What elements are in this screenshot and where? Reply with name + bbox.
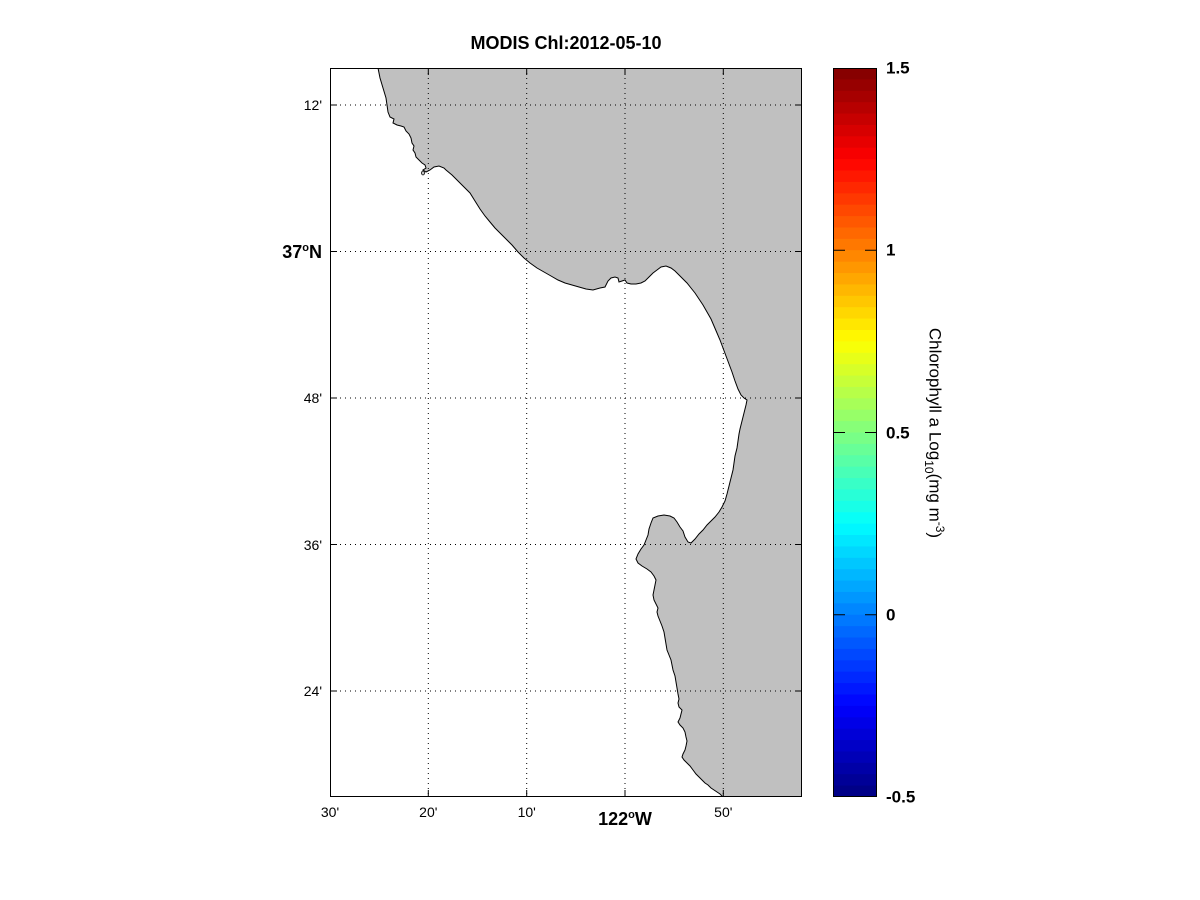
degree-symbol: o xyxy=(628,809,635,821)
colorbar-band xyxy=(833,216,877,229)
colorbar-tick-label: 0.5 xyxy=(886,423,910,442)
colorbar-tick-label: 1 xyxy=(886,240,896,260)
colorbar-tick-label: 0 xyxy=(886,605,896,625)
island-dot xyxy=(421,170,425,176)
colorbar-band xyxy=(833,352,877,365)
colorbar-band xyxy=(833,774,877,787)
colorbar-band xyxy=(833,307,877,320)
colorbar-band xyxy=(833,535,877,548)
colorbar-band xyxy=(833,159,877,172)
colorbar-band xyxy=(833,102,877,115)
axes-box xyxy=(330,68,802,797)
y-degree-value: 37 xyxy=(282,241,303,262)
colorbar-band xyxy=(833,341,877,354)
colorbar-tick-label: 1.5 xyxy=(886,58,910,78)
colorbar-band xyxy=(833,124,877,137)
colorbar-band xyxy=(833,717,877,730)
colorbar-band xyxy=(833,295,877,308)
x-tick-label: 20' xyxy=(419,804,438,820)
colorbar-band xyxy=(833,443,877,456)
colorbar-band xyxy=(833,500,877,513)
colorbar-band xyxy=(833,694,877,707)
colorbar-band xyxy=(833,489,877,502)
colorbar-band xyxy=(833,238,877,251)
colorbar-band xyxy=(833,671,877,684)
colorbar-band xyxy=(833,762,877,775)
colorbar-band xyxy=(833,204,877,217)
colorbar-band xyxy=(833,386,877,399)
plot-title: MODIS Chl:2012-05-10 xyxy=(470,33,662,53)
x-tick-label: 30' xyxy=(320,804,340,820)
colorbar-band xyxy=(833,113,877,126)
colorbar-band xyxy=(833,478,877,491)
colorbar-band xyxy=(833,181,877,194)
colorbar-band xyxy=(833,329,877,342)
colorbar xyxy=(833,68,877,797)
cb-label-pre: Chlorophyll a Log xyxy=(925,327,945,460)
colorbar-band xyxy=(833,193,877,206)
colorbar-band xyxy=(833,147,877,160)
colorbar-band xyxy=(833,546,877,559)
x-degree-hemisphere: W xyxy=(634,809,652,829)
colorbar-band xyxy=(833,250,877,263)
colorbar-band xyxy=(833,660,877,673)
cb-label-superscript: -3 xyxy=(933,521,948,532)
land-mass xyxy=(377,68,802,797)
y-axis-degree-label: 37oN xyxy=(232,241,322,262)
colorbar-band xyxy=(833,398,877,411)
colorbar-band xyxy=(833,375,877,388)
colorbar-band xyxy=(833,523,877,536)
colorbar-band xyxy=(833,751,877,764)
colorbar-band xyxy=(833,785,877,797)
colorbar-band xyxy=(833,683,877,696)
colorbar-band xyxy=(833,318,877,331)
cb-label-end: ) xyxy=(925,531,945,538)
colorbar-band xyxy=(833,409,877,422)
colorbar-band xyxy=(833,637,877,650)
colorbar-band xyxy=(833,512,877,525)
colorbar-band xyxy=(833,455,877,468)
colorbar-band xyxy=(833,90,877,103)
cb-label-mid: (mg m xyxy=(925,473,945,522)
colorbar-band xyxy=(833,614,877,627)
colorbar-band xyxy=(833,740,877,753)
colorbar-band xyxy=(833,136,877,149)
colorbar-band xyxy=(833,284,877,297)
degree-symbol: o xyxy=(302,241,309,254)
x-axis-degree-label: 122oW xyxy=(598,809,652,829)
colorbar-band xyxy=(833,466,877,479)
colorbar-band xyxy=(833,421,877,434)
y-tick-label: 24' xyxy=(303,683,322,699)
colorbar-band xyxy=(833,648,877,661)
y-tick-label: 12' xyxy=(303,97,322,113)
colorbar-band xyxy=(833,68,877,80)
y-tick-label: 36' xyxy=(303,536,322,553)
colorbar-band xyxy=(833,580,877,593)
colorbar-band xyxy=(833,569,877,582)
colorbar-band xyxy=(833,170,877,183)
colorbar-tick-label: -0.5 xyxy=(886,787,916,807)
colorbar-band xyxy=(833,603,877,616)
colorbar-band xyxy=(833,705,877,718)
colorbar-band xyxy=(833,273,877,286)
colorbar-band xyxy=(833,591,877,604)
y-degree-hemisphere: N xyxy=(309,241,322,262)
x-degree-value: 122 xyxy=(598,809,629,829)
colorbar-band xyxy=(833,261,877,274)
colorbar-band xyxy=(833,626,877,639)
colorbar-band xyxy=(833,557,877,570)
map-plot xyxy=(330,68,802,797)
colorbar-band xyxy=(833,728,877,741)
y-tick-label: 48' xyxy=(303,390,322,406)
x-tick-label: 10' xyxy=(517,804,536,820)
colorbar-band xyxy=(833,79,877,92)
colorbar-band xyxy=(833,364,877,377)
colorbar-band xyxy=(833,432,877,445)
colorbar-axis-label-text: Chlorophyll a Log10(mg m-3) xyxy=(922,327,948,538)
colorbar-frame xyxy=(833,68,877,797)
colorbar-band xyxy=(833,227,877,240)
cb-label-subscript: 10 xyxy=(922,459,937,474)
x-tick-label: 50' xyxy=(714,804,733,820)
